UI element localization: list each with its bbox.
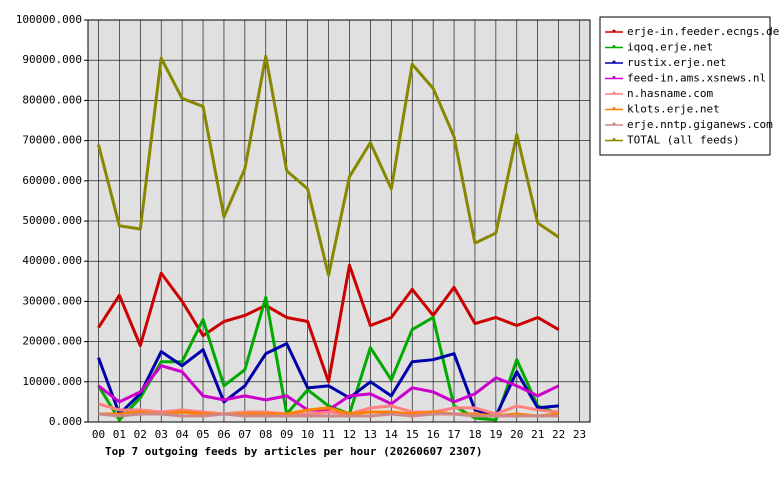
legend-dot: [612, 60, 616, 64]
series-line: [98, 412, 559, 418]
legend-dot: [612, 76, 616, 79]
x-tick-label: 06: [217, 428, 230, 441]
x-tick-label: 04: [176, 428, 190, 441]
y-tick-label: 10000.000: [22, 375, 82, 388]
y-tick-label: 30000.000: [22, 294, 82, 307]
x-tick-label: 15: [406, 428, 419, 441]
x-tick-label: 16: [427, 428, 440, 441]
series-line: [97, 54, 560, 277]
legend-label: rustix.erje.net: [627, 56, 726, 69]
x-tick-label: 22: [552, 428, 565, 441]
legend-label: erje.nntp.giganews.com: [627, 118, 773, 131]
legend-label: TOTAL (all feeds): [627, 134, 740, 147]
x-tick-label: 08: [259, 428, 272, 441]
y-tick-label: 80000.000: [22, 93, 82, 106]
y-tick-label: 0.000: [49, 415, 82, 428]
x-tick-label: 17: [447, 428, 460, 441]
y-tick-label: 70000.000: [22, 134, 82, 147]
series-line: [98, 402, 559, 416]
x-tick-label: 20: [510, 428, 523, 441]
legend-label: erje-in.feeder.ecngs.de: [627, 25, 779, 38]
x-tick-label: 12: [343, 428, 356, 441]
series-line: [97, 263, 560, 384]
x-tick-label: 11: [322, 428, 335, 441]
legend-label: klots.erje.net: [627, 103, 720, 116]
x-tick-label: 18: [468, 428, 481, 441]
y-tick-label: 100000.000: [16, 13, 82, 26]
x-tick-label: 13: [364, 428, 377, 441]
x-tick-label: 07: [238, 428, 251, 441]
x-tick-label: 09: [280, 428, 293, 441]
y-tick-label: 50000.000: [22, 214, 82, 227]
legend-label: feed-in.ams.xsnews.nl: [627, 72, 766, 85]
x-tick-label: 01: [113, 428, 126, 441]
x-tick-label: 00: [92, 428, 105, 441]
y-tick-label: 40000.000: [22, 254, 82, 267]
x-tick-label: 14: [385, 428, 399, 441]
x-tick-label: 02: [134, 428, 147, 441]
x-tick-label: 19: [489, 428, 502, 441]
x-tick-label: 21: [531, 428, 544, 441]
legend-dot: [612, 45, 616, 48]
x-tick-label: 05: [196, 428, 209, 441]
series-line: [97, 364, 560, 412]
y-tick-label: 60000.000: [22, 174, 82, 187]
series-line: [97, 342, 559, 418]
legend-box: [599, 16, 771, 156]
x-tick-label: 03: [155, 428, 168, 441]
legend-label: n.hasname.com: [627, 87, 713, 100]
x-tick-label: 23: [573, 428, 586, 441]
legend-dot: [612, 122, 616, 126]
legend-dot: [612, 29, 616, 33]
y-tick-label: 90000.000: [22, 53, 82, 66]
y-tick-label: 20000.000: [22, 335, 82, 348]
legend-dot: [612, 107, 616, 110]
legend-label: iqoq.erje.net: [627, 41, 713, 54]
chart-title: Top 7 outgoing feeds by articles per hou…: [105, 445, 483, 458]
legend-dot: [612, 138, 616, 141]
x-tick-label: 10: [301, 428, 314, 441]
legend-dot: [612, 91, 616, 95]
